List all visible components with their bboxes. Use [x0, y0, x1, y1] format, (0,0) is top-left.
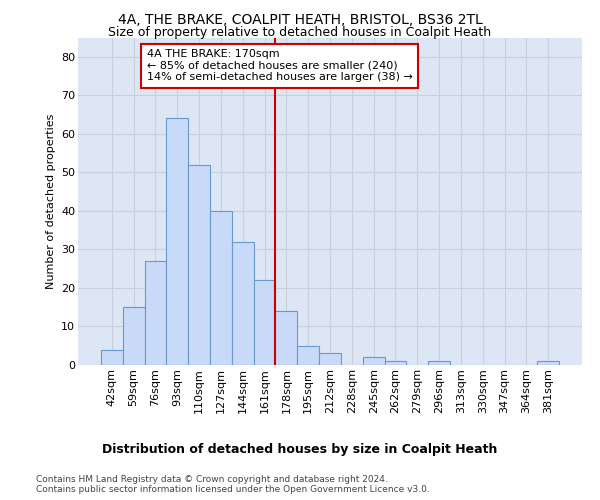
Y-axis label: Number of detached properties: Number of detached properties [46, 114, 56, 289]
Bar [275, 311, 297, 365]
Bar [385, 361, 406, 365]
Text: Distribution of detached houses by size in Coalpit Heath: Distribution of detached houses by size … [103, 442, 497, 456]
Bar [297, 346, 319, 365]
Bar [363, 358, 385, 365]
Bar [232, 242, 254, 365]
Bar [428, 361, 450, 365]
Bar [210, 211, 232, 365]
Bar [166, 118, 188, 365]
Bar [145, 261, 166, 365]
Text: Size of property relative to detached houses in Coalpit Heath: Size of property relative to detached ho… [109, 26, 491, 39]
Text: Contains HM Land Registry data © Crown copyright and database right 2024.: Contains HM Land Registry data © Crown c… [36, 475, 388, 484]
Text: 4A, THE BRAKE, COALPIT HEATH, BRISTOL, BS36 2TL: 4A, THE BRAKE, COALPIT HEATH, BRISTOL, B… [118, 12, 482, 26]
Text: Contains public sector information licensed under the Open Government Licence v3: Contains public sector information licen… [36, 485, 430, 494]
Bar [188, 164, 210, 365]
Bar [123, 307, 145, 365]
Text: 4A THE BRAKE: 170sqm
← 85% of detached houses are smaller (240)
14% of semi-deta: 4A THE BRAKE: 170sqm ← 85% of detached h… [147, 49, 413, 82]
Bar [537, 361, 559, 365]
Bar [254, 280, 275, 365]
Bar [101, 350, 123, 365]
Bar [319, 354, 341, 365]
